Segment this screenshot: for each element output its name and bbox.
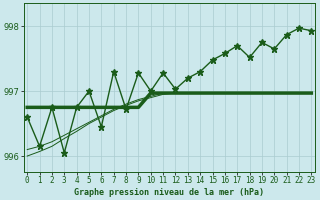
X-axis label: Graphe pression niveau de la mer (hPa): Graphe pression niveau de la mer (hPa) xyxy=(74,188,264,197)
